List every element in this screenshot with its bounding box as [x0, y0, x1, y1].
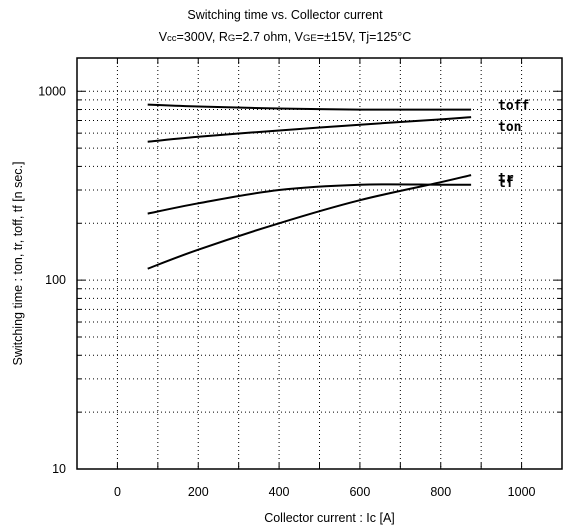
x-tick-label: 0: [114, 485, 121, 499]
y-axis-label: Switching time : ton, tr, toff, tf [n se…: [11, 161, 25, 365]
series-label-ton: ton: [498, 120, 521, 135]
series-line-toff: [147, 103, 472, 111]
y-tick-label: 1000: [38, 84, 66, 98]
subtitle-text: V: [158, 30, 168, 44]
chart-subtitle: Vcc=300V, RG=2.7 ohm, VGE=±15V, Tj=125°C: [0, 30, 570, 44]
subtitle-subscript: G: [227, 33, 236, 44]
series-line-ton: [147, 116, 472, 143]
x-tick-label: 800: [430, 485, 451, 499]
series-line-tf: [147, 174, 472, 270]
x-tick-label: 400: [269, 485, 290, 499]
subtitle-subscript: cc: [167, 33, 177, 44]
y-tick-label: 100: [45, 273, 66, 287]
y-tick-label: 10: [52, 462, 66, 476]
series-line-tr: [147, 183, 472, 215]
x-tick-label: 600: [349, 485, 370, 499]
series-label-tf: tf: [498, 176, 514, 191]
subtitle-text: =300V, R: [176, 30, 228, 44]
x-axis-label: Collector current : Ic [A]: [264, 511, 395, 525]
subtitle-text: =±15V, Tj=125°C: [316, 30, 412, 44]
x-tick-label: 1000: [508, 485, 536, 499]
series-label-toff: toff: [498, 99, 529, 114]
x-tick-label: 200: [188, 485, 209, 499]
subtitle-text: =2.7 ohm, V: [235, 30, 303, 44]
series-label-tr: tr: [498, 172, 514, 187]
chart-title: Switching time vs. Collector current: [187, 8, 383, 22]
subtitle-subscript: GE: [303, 33, 317, 44]
plot-frame: [76, 57, 563, 470]
